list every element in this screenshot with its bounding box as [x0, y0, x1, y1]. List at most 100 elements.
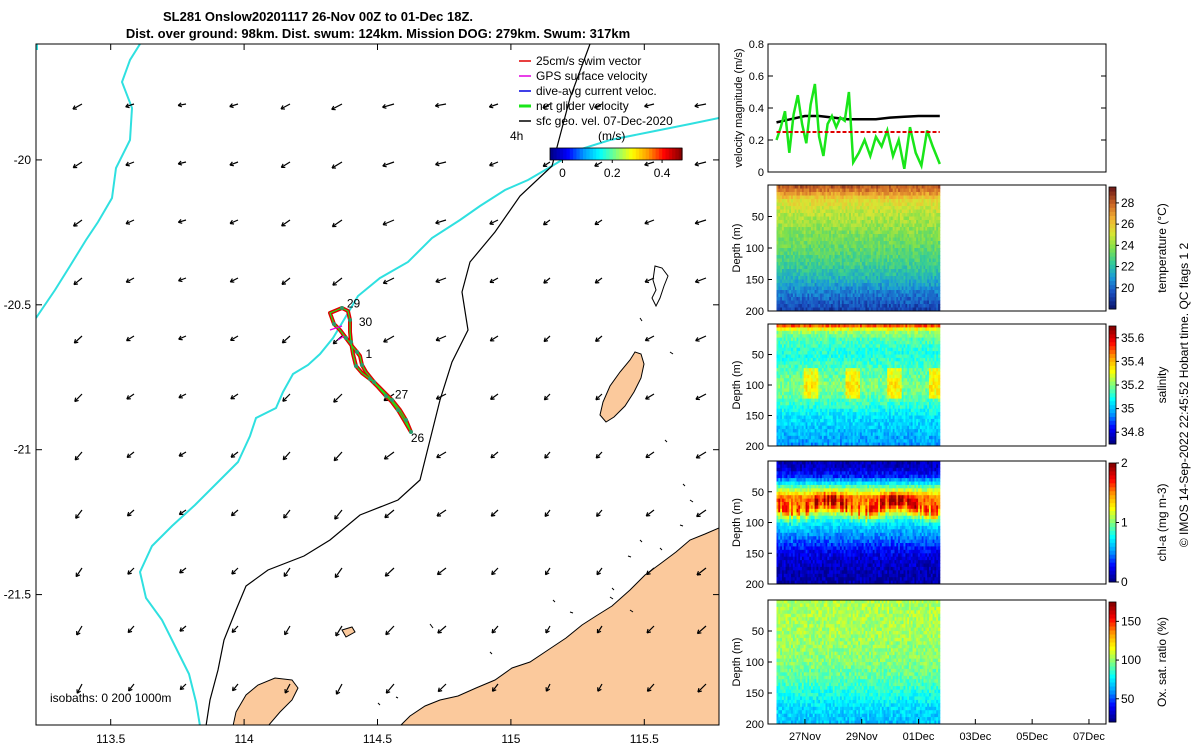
dive-surface-point: [360, 363, 364, 367]
temperature-cell: [811, 293, 814, 298]
sfc-geo-arrow: [644, 161, 655, 166]
temperature-cell: [841, 258, 845, 263]
temperature-cell: [800, 234, 803, 238]
temperature-cell: [858, 248, 861, 252]
temperature-cell: [801, 209, 805, 214]
temperature-cell: [840, 265, 843, 270]
temperature-cell: [836, 272, 839, 277]
temperature-cell: [861, 237, 865, 242]
temperature-cell: [845, 251, 848, 256]
temperature-cell: [834, 272, 837, 277]
colorbar-segment: [678, 148, 683, 160]
temperature-cell: [787, 209, 790, 214]
temperature-cell: [832, 283, 836, 287]
temperature-cell: [825, 244, 828, 249]
temperature-cell: [818, 286, 821, 291]
temperature-cell: [847, 262, 850, 266]
temperature-cell: [840, 279, 843, 284]
temperature-cell: [847, 230, 850, 235]
temperature-cell: [831, 283, 834, 287]
temperature-cell: [849, 223, 852, 228]
temperature-cell: [809, 286, 812, 291]
temperature-cell: [809, 300, 812, 305]
temperature-cell: [827, 258, 830, 263]
temperature-cell: [849, 304, 852, 308]
temperature-cell: [850, 227, 854, 231]
temperature-cell: [938, 188, 941, 193]
sfc-geo-arrowhead: [384, 513, 389, 519]
temperature-cell: [787, 220, 790, 224]
temperature-cell: [791, 188, 794, 193]
temperature-cell: [794, 216, 797, 221]
sfc-geo-arrowhead: [543, 279, 548, 284]
dive-surface-point: [354, 364, 358, 368]
temperature-cell: [800, 293, 803, 298]
temperature-cell: [807, 206, 810, 210]
temperature-cell: [820, 255, 823, 259]
sfc-geo-arrow: [437, 683, 447, 692]
temperature-cell: [801, 185, 805, 189]
temperature-cell: [805, 248, 808, 252]
temperature-cell: [780, 195, 783, 200]
temperature-cell: [854, 258, 857, 263]
temperature-cell: [850, 244, 854, 249]
temperature-colorbar-segment: [1109, 227, 1116, 233]
temperature-cell: [776, 293, 779, 298]
temperature-cell: [791, 209, 794, 214]
sfc-geo-arrow: [436, 509, 447, 517]
temperature-cell: [791, 216, 794, 221]
temperature-cell: [860, 300, 863, 305]
temperature-cell: [845, 286, 848, 291]
temperature-cell: [776, 213, 779, 217]
temperature-cell: [860, 269, 863, 273]
sfc-geo-arrow: [281, 219, 291, 227]
temperature-cell: [831, 244, 834, 249]
temperature-cell: [807, 227, 810, 231]
temperature-cell: [782, 265, 785, 270]
temperature-cell: [852, 297, 855, 301]
temperature-cell: [829, 213, 832, 217]
temperature-cell: [800, 206, 803, 210]
temperature-cell: [783, 293, 787, 298]
temperature-cell: [792, 293, 796, 298]
figure-title: SL281 Onslow20201117 26-Nov 00Z to 01-De…: [163, 9, 473, 24]
temperature-cell: [843, 297, 846, 301]
sfc-geo-arrow: [333, 393, 343, 403]
temperature-cell: [785, 300, 788, 305]
temperature-cell: [780, 216, 783, 221]
day-label: 26: [411, 431, 425, 445]
temperature-cell: [840, 216, 843, 221]
temperature-cell: [850, 202, 854, 207]
temperature-cell: [818, 220, 821, 224]
temperature-cell: [798, 293, 801, 298]
temperature-cell: [789, 185, 792, 189]
temperature-colorbar-segment: [1109, 256, 1116, 261]
temperature-cell: [845, 185, 848, 189]
temperature-cell: [818, 265, 821, 270]
temperature-cell: [811, 237, 814, 242]
sfc-geo-arrow: [542, 161, 551, 167]
sfc-geo-arrowhead: [74, 455, 80, 461]
temperature-cell: [785, 262, 788, 266]
depth-tick-label: 150: [746, 275, 764, 287]
temperature-cell: [812, 262, 816, 266]
temperature-cell: [836, 255, 839, 259]
temperature-cell: [798, 251, 801, 256]
temperature-cell: [818, 241, 821, 245]
temperature-cell: [814, 258, 817, 263]
temperature-cell: [856, 290, 859, 294]
dive-surface-point: [368, 377, 372, 381]
temperature-cell: [845, 202, 848, 207]
temperature-cell: [850, 251, 854, 256]
temperature-cell: [780, 251, 783, 256]
temperature-cell: [865, 241, 868, 245]
temperature-cell: [850, 234, 854, 238]
temperature-cell: [863, 223, 866, 228]
temperature-cell: [789, 213, 792, 217]
temperature-cell: [841, 255, 845, 259]
temperature-cell: [801, 276, 805, 280]
temperature-cell: [863, 244, 866, 249]
temperature-cell: [778, 251, 781, 256]
